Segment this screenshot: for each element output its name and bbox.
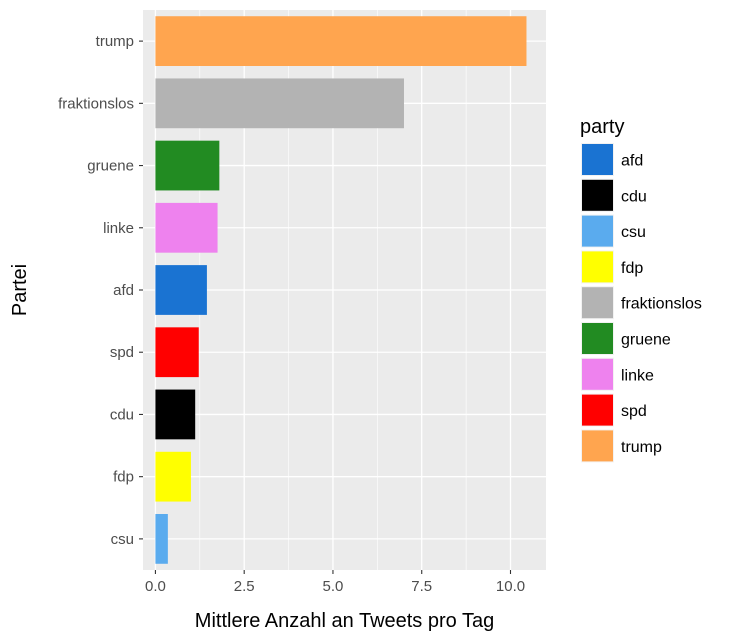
legend-label-cdu: cdu — [621, 188, 647, 205]
legend-key-linke — [582, 359, 613, 390]
legend-key-csu — [582, 216, 613, 247]
y-tick-label: trump — [96, 33, 134, 50]
x-tick-label: 7.5 — [411, 578, 432, 595]
y-tick-label: gruene — [87, 158, 134, 175]
legend-label-spd: spd — [621, 403, 647, 420]
bar-csu — [155, 514, 167, 564]
y-tick-label: fraktionslos — [58, 95, 134, 112]
x-axis-title: Mittlere Anzahl an Tweets pro Tag — [195, 610, 494, 632]
legend-key-cdu — [582, 180, 613, 211]
y-tick-label: csu — [111, 531, 134, 548]
legend-label-fdp: fdp — [621, 260, 643, 277]
x-tick-label: 2.5 — [234, 578, 255, 595]
y-axis: csu fdp cdu spd afd linke gruene fraktionslos tr… — [58, 33, 143, 548]
legend-key-spd — [582, 395, 613, 426]
x-tick-label: 0.0 — [145, 578, 166, 595]
bar-spd — [155, 327, 198, 377]
y-tick-label: afd — [113, 282, 134, 299]
y-axis-title: Partei — [9, 264, 31, 316]
legend-key-fraktionslos — [582, 287, 613, 318]
x-axis: 0.0 2.5 5.0 7.5 10.0 — [145, 570, 525, 595]
legend-label-fraktionslos: fraktionslos — [621, 296, 702, 313]
legend-label-csu: csu — [621, 224, 646, 241]
legend-key-fdp — [582, 251, 613, 282]
y-tick-label: linke — [103, 220, 134, 237]
y-tick-label: fdp — [113, 469, 134, 486]
legend-key-afd — [582, 144, 613, 175]
legend-label-trump: trump — [621, 439, 662, 456]
legend-key-trump — [582, 430, 613, 461]
x-tick-label: 10.0 — [496, 578, 525, 595]
legend-label-gruene: gruene — [621, 332, 671, 349]
bar-linke — [155, 203, 217, 253]
legend-label-linke: linke — [621, 367, 654, 384]
y-tick-label: spd — [110, 344, 134, 361]
x-tick-label: 5.0 — [323, 578, 344, 595]
y-tick-label: cdu — [110, 406, 134, 423]
legend-label-afd: afd — [621, 153, 643, 170]
bar-gruene — [155, 141, 219, 191]
legend: party afd cdu csu fdp fraktionslos gruene link… — [568, 102, 728, 478]
legend-key-gruene — [582, 323, 613, 354]
bar-fdp — [155, 452, 191, 502]
bar-cdu — [155, 390, 195, 440]
bar-afd — [155, 265, 206, 315]
bar-trump — [155, 16, 526, 66]
bar-fraktionslos — [155, 78, 404, 128]
legend-title: party — [580, 116, 624, 138]
